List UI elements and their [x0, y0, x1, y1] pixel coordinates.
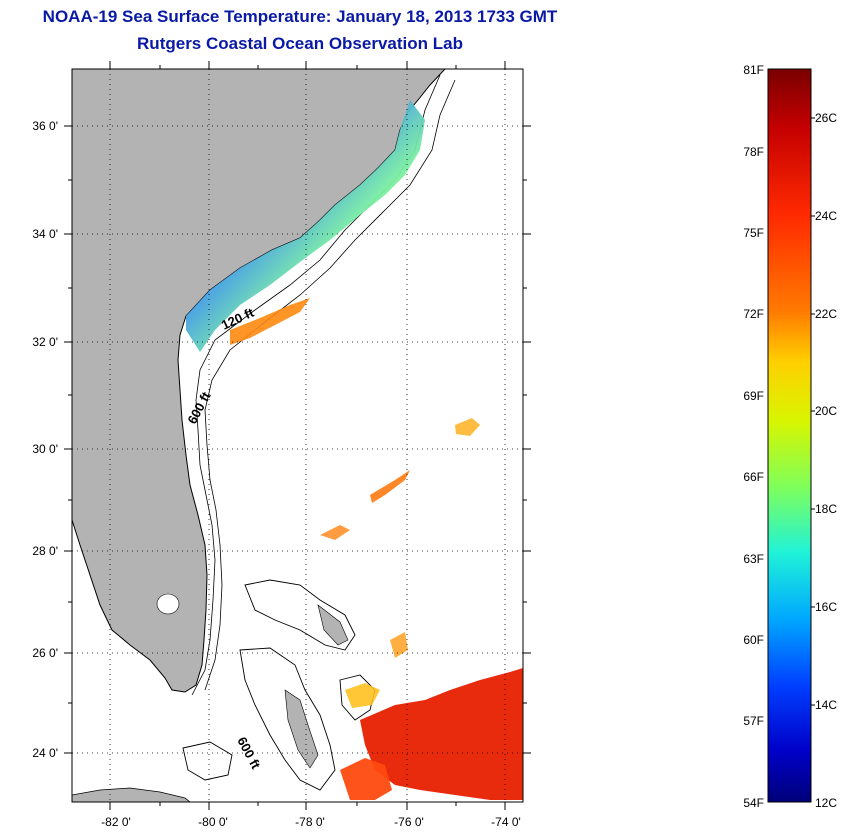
colorbar: 81F 78F 75F 72F 69F 66F 63F 60F 57F 54F … [743, 63, 837, 810]
cuba-coast [72, 787, 191, 802]
lon-label-80: -80 0' [198, 815, 228, 829]
cb-f-72: 72F [743, 307, 764, 321]
colorbar-ticks [811, 117, 815, 706]
lat-label-32: 32 0' [32, 335, 58, 349]
lat-label-26: 26 0' [32, 646, 58, 660]
longitude-ticks [109, 61, 506, 810]
cb-f-66: 66F [743, 470, 764, 484]
lat-label-30: 30 0' [32, 442, 58, 456]
cb-c-20: 20C [815, 404, 837, 418]
cb-c-26: 26C [815, 111, 837, 125]
lon-label-74: -74 0' [491, 815, 521, 829]
colorbar-fahrenheit-labels: 81F 78F 75F 72F 69F 66F 63F 60F 57F 54F [743, 63, 764, 810]
sst-patch-offshore-b [370, 470, 410, 503]
cb-c-16: 16C [815, 600, 837, 614]
sst-swath-coastal [186, 100, 425, 352]
cb-f-63: 63F [743, 552, 764, 566]
map-frame [71, 68, 524, 803]
cb-f-69: 69F [743, 389, 764, 403]
colorbar-scale [767, 68, 812, 803]
cb-f-57: 57F [743, 714, 764, 728]
longitude-labels: -82 0' -80 0' -78 0' -76 0' -74 0' [101, 815, 521, 829]
bahamas-bank-north [244, 579, 356, 651]
latitude-labels: 36 0' 34 0' 32 0' 30 0' 28 0' 26 0' 24 0… [32, 119, 58, 760]
cb-f-78: 78F [743, 145, 764, 159]
latitude-ticks [64, 125, 531, 754]
map-area: 120 ft 600 ft 600 ft [72, 69, 523, 802]
cb-c-12: 12C [815, 796, 837, 810]
cb-f-60: 60F [743, 633, 764, 647]
cb-f-75: 75F [743, 226, 764, 240]
sst-patch-south [340, 758, 392, 800]
bahamas-island-andros [284, 689, 319, 769]
figure-title: NOAA-19 Sea Surface Temperature: January… [42, 7, 558, 26]
colorbar-celsius-labels: 26C 24C 22C 20C 18C 16C 14C 12C [815, 111, 837, 810]
sst-patch-gulfstream-1 [230, 298, 310, 345]
lon-label-82: -82 0' [101, 815, 131, 829]
cb-c-14: 14C [815, 698, 837, 712]
lat-label-36: 36 0' [32, 119, 58, 133]
sst-patch-offshore-d [390, 632, 408, 658]
sst-patch-offshore-c [320, 525, 350, 540]
cb-c-18: 18C [815, 502, 837, 516]
sst-patch-bahamas-warm [360, 668, 523, 800]
cb-c-22: 22C [815, 307, 837, 321]
bahamas-bank-great [239, 647, 336, 791]
lon-label-76: -76 0' [394, 815, 424, 829]
bahamas-bank-cay [182, 741, 233, 781]
contour-600ft [204, 79, 456, 691]
lake-okeechobee [156, 593, 180, 615]
sst-patch-bahamas-yellow [345, 683, 380, 708]
cb-f-54: 54F [743, 796, 764, 810]
cb-c-24: 24C [815, 209, 837, 223]
figure-subtitle: Rutgers Coastal Ocean Observation Lab [137, 34, 463, 53]
sst-patch-offshore-a [455, 418, 480, 436]
lat-label-28: 28 0' [32, 544, 58, 558]
bahamas-island-abaco [317, 604, 349, 646]
lat-label-34: 34 0' [32, 227, 58, 241]
lon-label-78: -78 0' [295, 815, 325, 829]
graticule [72, 69, 523, 802]
lat-label-24: 24 0' [32, 746, 58, 760]
cb-f-81: 81F [743, 63, 764, 77]
bahamas-bank-east [339, 674, 376, 721]
